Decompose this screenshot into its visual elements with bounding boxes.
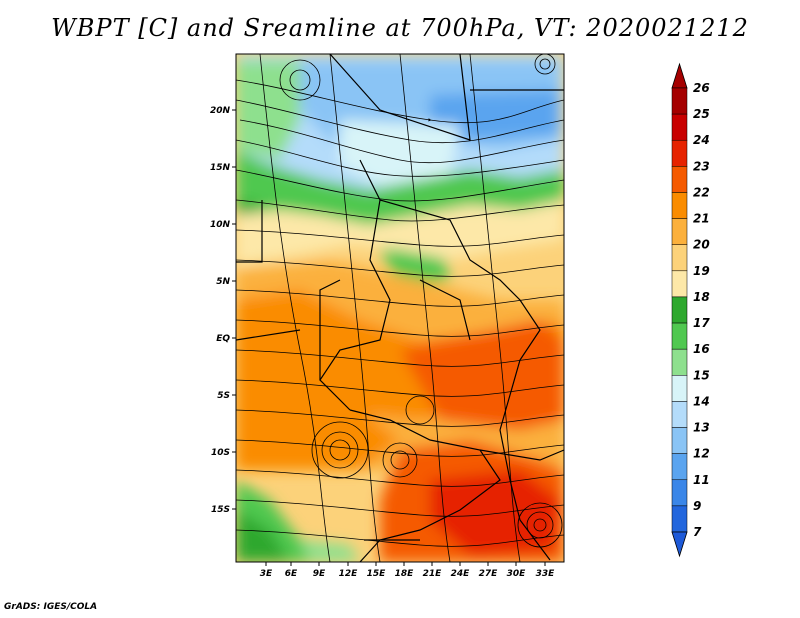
colorbar-label: 14 [693,394,710,408]
colorbar-label: 12 [693,447,710,461]
colorbar-label: 22 [693,185,710,199]
colorbar-swatch [671,113,688,141]
colorbar-swatch [671,296,688,324]
colorbar-label: 7 [693,525,702,539]
lon-tick-30e: 30E [507,569,527,579]
lat-tick-5n: 5N [216,277,230,287]
colorbar-swatch [671,505,688,533]
lat-tick-eq: EQ [216,334,230,344]
colorbar-label: 25 [693,107,710,121]
colorbar-swatch [671,166,688,193]
colorbar-bottom-arrow [671,531,688,558]
colorbar-label: 21 [693,212,710,226]
colorbar-label: 13 [693,421,710,435]
lat-tick-5s: 5S [217,391,230,401]
colorbar-label: 18 [693,290,710,304]
colorbar-label: 9 [693,499,701,513]
lon-tick-3e: 3E [260,569,273,579]
lat-tick-10n: 10N [210,220,231,230]
axis-ticks [232,109,546,566]
colorbar-swatch [671,218,688,245]
colorbar-swatch [671,139,688,167]
lon-tick-9e: 9E [313,569,326,579]
colorbar-swatch [671,375,688,402]
country-borders [236,54,564,562]
lat-axis: 20N 15N 10N 5N EQ 5S 10S 15S [210,106,231,515]
colorbar-label: 24 [693,133,710,147]
colorbar-swatch [671,401,688,428]
colorbar-swatch [671,244,688,272]
lon-tick-24e: 24E [451,569,471,579]
grads-credit: GrADS: IGES/COLA [4,602,98,612]
colorbar-swatch [671,348,688,376]
streamlines [236,54,564,562]
colorbar-swatch [671,87,688,115]
lon-tick-12e: 12E [339,569,359,579]
lon-tick-21e: 21E [423,569,443,579]
colorbar-label: 16 [693,342,710,356]
colorbar-swatch [671,479,688,507]
lat-tick-10s: 10S [211,448,230,458]
colorbar-label: 19 [693,264,710,278]
map-title: WBPT [C] and Sreamline at 700hPa, VT: 20… [51,14,749,42]
map-frame [235,53,565,563]
lon-tick-6e: 6E [285,569,298,579]
colorbar-label: 23 [693,159,710,173]
colorbar-swatch [671,322,688,350]
wbpt-shading [236,54,564,562]
lat-tick-20n: 20N [210,106,231,116]
colorbar-swatch [671,270,688,298]
lat-tick-15s: 15S [211,505,230,515]
lat-tick-15n: 15N [210,163,231,173]
colorbar-top-arrow [671,62,688,89]
lon-axis: 3E 6E 9E 12E 15E 18E 21E 24E 27E 30E 33E [260,569,555,579]
colorbar-swatch [671,192,688,219]
colorbar-label: 15 [693,368,710,382]
colorbar: 26 25 24 23 22 21 20 19 18 17 16 15 14 13 12 11 9 7 [671,62,710,558]
colorbar-label: 11 [693,473,710,487]
lon-tick-33e: 33E [536,569,556,579]
colorbar-swatch [671,427,688,454]
colorbar-label: 20 [693,238,710,252]
colorbar-label: 26 [693,81,710,95]
colorbar-label: 17 [693,316,710,330]
lon-tick-15e: 15E [367,569,387,579]
colorbar-swatch [671,453,688,481]
lon-tick-27e: 27E [479,569,499,579]
lon-tick-18e: 18E [395,569,415,579]
